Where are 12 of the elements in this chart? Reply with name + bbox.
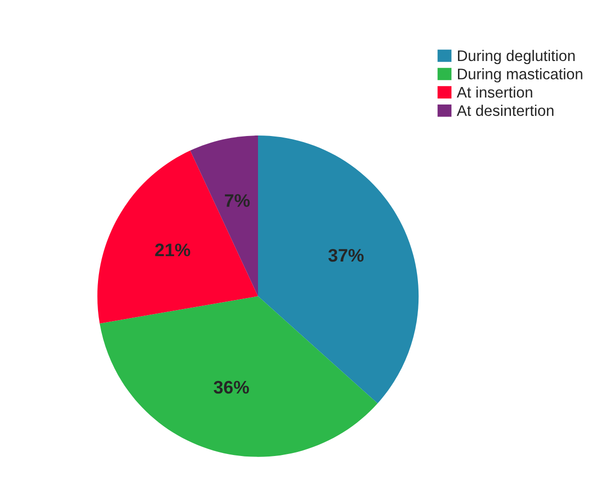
data-label: 37% xyxy=(328,248,364,262)
legend-label: During deglutition xyxy=(458,50,575,64)
data-label: 36% xyxy=(214,380,249,394)
pie-slice xyxy=(258,136,419,404)
data-label: 7% xyxy=(224,194,250,207)
data-label: 21% xyxy=(155,244,190,256)
pie-slice xyxy=(97,150,258,324)
legend-label: During mastication xyxy=(458,68,582,82)
legend-label: At insertion xyxy=(456,86,532,98)
legend-label: At desintertion xyxy=(456,104,554,116)
pie-slice xyxy=(190,136,258,296)
pie-slice xyxy=(100,296,378,457)
